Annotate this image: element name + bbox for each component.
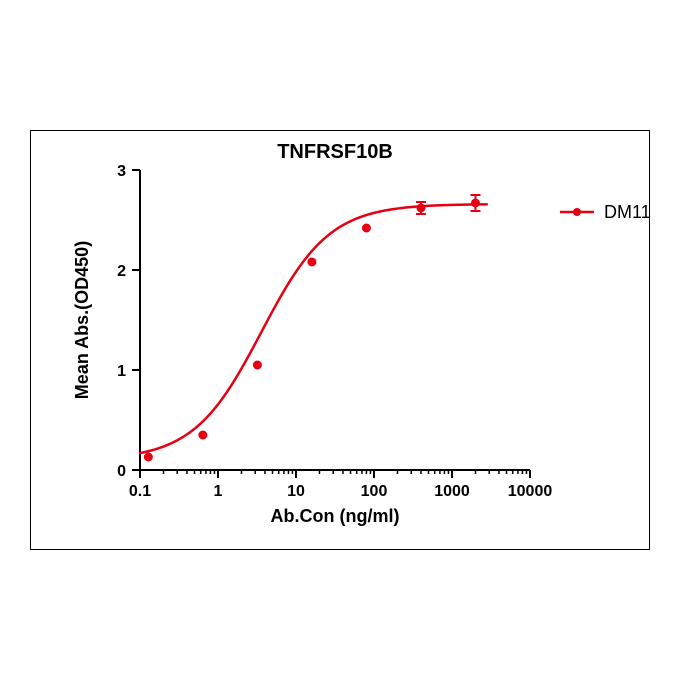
chart-container: { "chart": { "type": "line", "title": "T… <box>0 0 680 680</box>
data-point <box>417 204 425 212</box>
y-axis-label: Mean Abs.(OD450) <box>72 241 92 399</box>
x-axis-label: Ab.Con (ng/ml) <box>271 506 400 526</box>
data-point <box>362 224 370 232</box>
legend-marker <box>573 208 581 216</box>
y-tick-label: 2 <box>117 263 126 280</box>
fit-curve <box>140 204 487 453</box>
data-point <box>308 258 316 266</box>
x-tick-label: 100 <box>361 483 388 500</box>
x-tick-label: 10000 <box>508 483 553 500</box>
data-point <box>253 361 261 369</box>
x-tick-label: 10 <box>287 483 305 500</box>
x-tick-label: 1000 <box>434 483 470 500</box>
data-point <box>144 453 152 461</box>
x-tick-label: 1 <box>214 483 223 500</box>
chart-title: TNFRSF10B <box>277 141 393 163</box>
x-tick-label: 0.1 <box>129 483 151 500</box>
legend-label: DM115 <box>604 202 650 222</box>
y-tick-label: 3 <box>117 163 126 180</box>
y-tick-label: 1 <box>117 363 126 380</box>
data-point <box>199 431 207 439</box>
data-point <box>471 199 479 207</box>
y-tick-label: 0 <box>117 463 126 480</box>
chart-svg: 0 1 2 3 0.1 1 10 100 1000 10000 TNFRSF10B Ab.Con (n… <box>30 130 650 550</box>
